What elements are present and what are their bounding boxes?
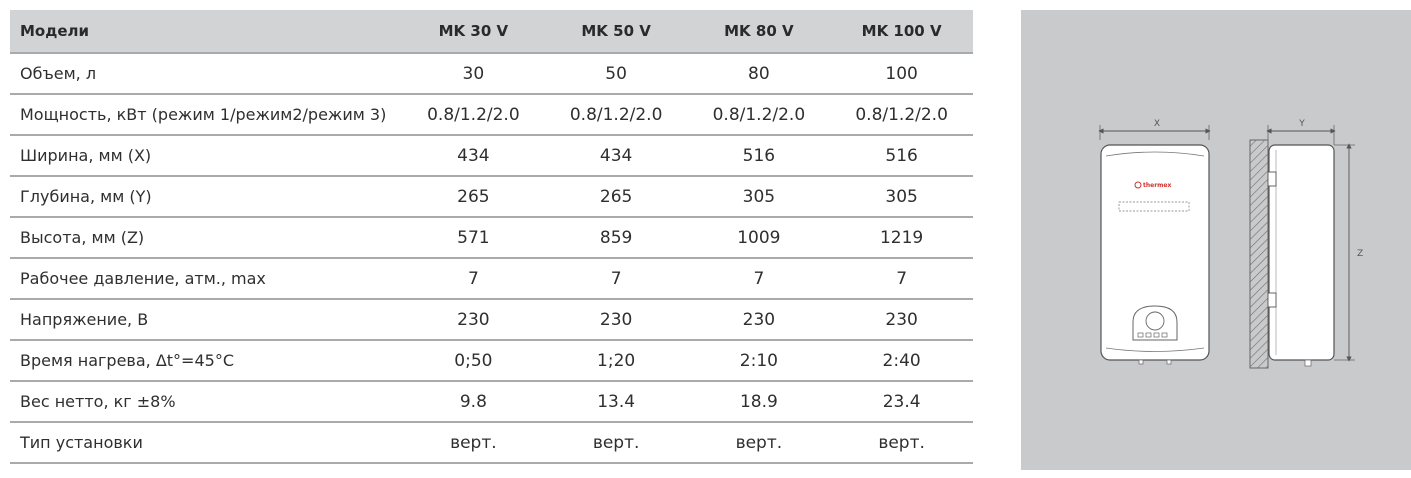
brand-logo-text: thermex — [1143, 182, 1171, 189]
table-row: Мощность, кВт (режим 1/режим2/режим 3) 0… — [10, 94, 973, 136]
row-value: 265 — [402, 176, 545, 218]
heater-front-view: thermex — [1100, 144, 1210, 365]
display-window — [1118, 201, 1190, 212]
row-value: 9.8 — [402, 381, 545, 423]
row-label: Объем, л — [10, 53, 402, 95]
row-label: Время нагрева, Δt°=45°С — [10, 340, 402, 382]
row-value: верт. — [830, 422, 973, 464]
dimension-diagram-panel: X thermex — [1021, 10, 1411, 470]
row-value: 0.8/1.2/2.0 — [544, 94, 688, 136]
row-value: 230 — [544, 299, 688, 341]
row-value: 305 — [830, 176, 973, 218]
dimension-z: Z — [1334, 143, 1363, 362]
row-value: 7 — [830, 258, 973, 300]
row-label: Тип установки — [10, 422, 402, 464]
header-model: MK 80 V — [687, 10, 831, 54]
row-value: 571 — [402, 217, 545, 259]
table-row: Объем, л 30 50 80 100 — [10, 53, 973, 95]
table-row: Глубина, мм (Y) 265 265 305 305 — [10, 176, 973, 218]
dimension-y: Y — [1266, 119, 1336, 145]
mounting-bracket-icon — [1267, 292, 1277, 308]
dim-z-label: Z — [1357, 249, 1363, 259]
table-row: Напряжение, В 230 230 230 230 — [10, 299, 973, 341]
row-value: 7 — [687, 258, 831, 300]
row-value: 13.4 — [544, 381, 688, 423]
table-row: Рабочее давление, атм., max 7 7 7 7 — [10, 258, 973, 300]
table-row: Высота, мм (Z) 571 859 1009 1219 — [10, 217, 973, 259]
row-value: 50 — [544, 53, 688, 95]
row-label: Рабочее давление, атм., max — [10, 258, 402, 300]
row-value: 18.9 — [687, 381, 831, 423]
header-model: MK 100 V — [830, 10, 973, 54]
pipe-connector-icon — [1166, 359, 1172, 365]
row-value: верт. — [402, 422, 545, 464]
row-value: 305 — [687, 176, 831, 218]
table-header-row: Модели MK 30 V MK 50 V MK 80 V MK 100 V — [10, 10, 973, 54]
row-label: Напряжение, В — [10, 299, 402, 341]
row-value: 516 — [830, 135, 973, 177]
mode-button-icon — [1153, 332, 1160, 338]
row-value: 230 — [402, 299, 545, 341]
row-label: Высота, мм (Z) — [10, 217, 402, 259]
mode-button-icon — [1161, 332, 1168, 338]
row-value: 7 — [402, 258, 545, 300]
row-value: 434 — [402, 135, 545, 177]
row-value: 2:40 — [830, 340, 973, 382]
row-value: 100 — [830, 53, 973, 95]
row-value: верт. — [544, 422, 688, 464]
row-value: 1;20 — [544, 340, 688, 382]
row-value: 230 — [687, 299, 831, 341]
row-value: 0.8/1.2/2.0 — [687, 94, 831, 136]
mounting-bracket-icon — [1267, 171, 1277, 187]
row-value: 23.4 — [830, 381, 973, 423]
row-value: 0;50 — [402, 340, 545, 382]
row-label: Вес нетто, кг ±8% — [10, 381, 402, 423]
wall-hatch — [1250, 140, 1268, 368]
dimension-x: X — [1098, 119, 1211, 140]
header-model: MK 30 V — [402, 10, 545, 54]
mode-button-icon — [1137, 332, 1144, 338]
row-value: 30 — [402, 53, 545, 95]
row-value: 516 — [687, 135, 831, 177]
heater-side-view — [1267, 144, 1335, 367]
table-row: Время нагрева, Δt°=45°С 0;50 1;20 2:10 2… — [10, 340, 973, 382]
row-value: 1009 — [687, 217, 831, 259]
row-value: 80 — [687, 53, 831, 95]
water-heater-diagram: X thermex — [1098, 119, 1363, 369]
row-value: 0.8/1.2/2.0 — [830, 94, 973, 136]
row-label: Ширина, мм (X) — [10, 135, 402, 177]
table-row: Вес нетто, кг ±8% 9.8 13.4 18.9 23.4 — [10, 381, 973, 423]
table-row: Тип установки верт. верт. верт. верт. — [10, 422, 973, 464]
row-label: Глубина, мм (Y) — [10, 176, 402, 218]
row-value: 7 — [544, 258, 688, 300]
row-value: 265 — [544, 176, 688, 218]
table-row: Ширина, мм (X) 434 434 516 516 — [10, 135, 973, 177]
row-value: верт. — [687, 422, 831, 464]
header-model: MK 50 V — [544, 10, 688, 54]
row-value: 859 — [544, 217, 688, 259]
dim-x-label: X — [1154, 119, 1160, 129]
row-label: Мощность, кВт (режим 1/режим2/режим 3) — [10, 94, 402, 136]
row-value: 0.8/1.2/2.0 — [402, 94, 545, 136]
row-value: 1219 — [830, 217, 973, 259]
control-knob-icon — [1145, 311, 1165, 331]
specifications-table: Модели MK 30 V MK 50 V MK 80 V MK 100 V … — [10, 10, 973, 464]
mode-button-icon — [1145, 332, 1152, 338]
dim-y-label: Y — [1298, 119, 1305, 129]
row-value: 2:10 — [687, 340, 831, 382]
row-value: 434 — [544, 135, 688, 177]
pipe-connector-icon — [1138, 359, 1144, 365]
brand-logo: thermex — [1134, 181, 1171, 189]
pipe-connector-icon — [1304, 359, 1312, 367]
row-value: 230 — [830, 299, 973, 341]
header-models: Модели — [10, 10, 402, 54]
control-panel — [1132, 305, 1178, 341]
